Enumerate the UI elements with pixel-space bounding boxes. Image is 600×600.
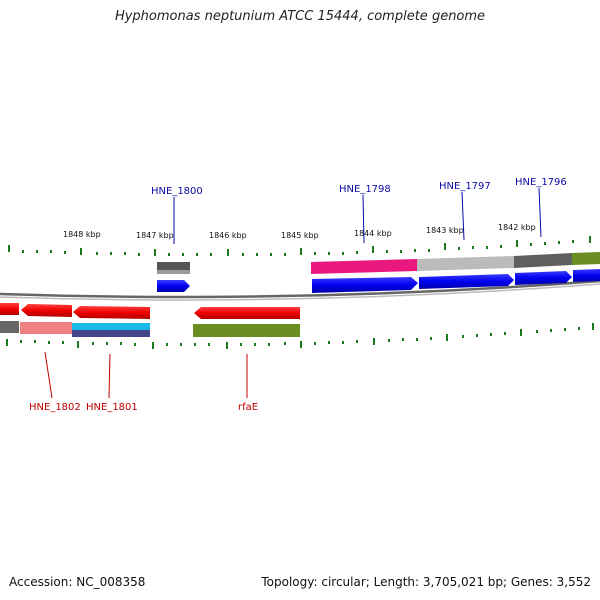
feature-block-navy[interactable]	[72, 330, 150, 337]
gene-label-hne-1796[interactable]: HNE_1796	[515, 177, 567, 188]
inner-ticks	[6, 323, 594, 349]
kbp-label: 1843 kbp	[426, 226, 464, 235]
map-title: Hyphomonas neptunium ATCC 15444, complet…	[114, 9, 486, 24]
kbp-label: 1848 kbp	[63, 230, 101, 239]
gene-label-hne-1798[interactable]: HNE_1798	[339, 184, 391, 195]
feature-block-gray-left[interactable]	[0, 321, 19, 333]
feature-block-olive[interactable]	[572, 252, 600, 265]
gene-label-hne-1797[interactable]: HNE_1797	[439, 181, 491, 192]
leader-line	[461, 191, 465, 241]
leader-line	[44, 351, 53, 399]
backbone-arc	[0, 279, 600, 299]
gene-label-hne-1801[interactable]: HNE_1801	[86, 402, 138, 413]
leader-line	[108, 353, 111, 399]
kbp-label: 1842 kbp	[498, 223, 536, 232]
cds-hne-1796[interactable]	[515, 271, 572, 285]
gene-label-rfae[interactable]: rfaE	[238, 402, 258, 413]
cds-partial[interactable]	[573, 269, 600, 282]
kbp-label: 1845 kbp	[281, 231, 319, 240]
gene-label-hne-1800[interactable]: HNE_1800	[151, 186, 203, 197]
accession-text: Accession: NC_008358	[9, 575, 146, 589]
cds-hne-1797[interactable]	[419, 274, 514, 289]
gene-label-hne-1802[interactable]: HNE_1802	[29, 402, 81, 413]
leader-line	[362, 194, 365, 244]
cds-hne-1801[interactable]	[73, 306, 150, 319]
genome-info-text: Topology: circular; Length: 3,705,021 bp…	[261, 575, 591, 589]
feature-shade	[157, 270, 190, 274]
cds-hne-1800[interactable]	[157, 280, 190, 292]
cds-rfae[interactable]	[194, 307, 300, 319]
feature-block-darkgray[interactable]	[514, 253, 572, 268]
feature-block-olive-bottom[interactable]	[193, 324, 300, 337]
kbp-label: 1844 kbp	[354, 229, 392, 238]
feature-block-lightgray[interactable]	[417, 256, 514, 271]
feature-block-pink[interactable]	[20, 322, 72, 334]
cds-hne-1798[interactable]	[312, 277, 418, 293]
feature-block-cyan[interactable]	[72, 323, 150, 330]
feature-block-magenta[interactable]	[311, 259, 417, 274]
outer-ticks	[8, 236, 591, 256]
backbone-arc-inner	[0, 283, 600, 301]
leader-line	[538, 187, 542, 238]
kbp-label: 1846 kbp	[209, 231, 247, 240]
cds-partial-left[interactable]	[0, 303, 19, 315]
kbp-label: 1847 kbp	[136, 231, 174, 240]
cds-hne-1802[interactable]	[21, 304, 72, 317]
